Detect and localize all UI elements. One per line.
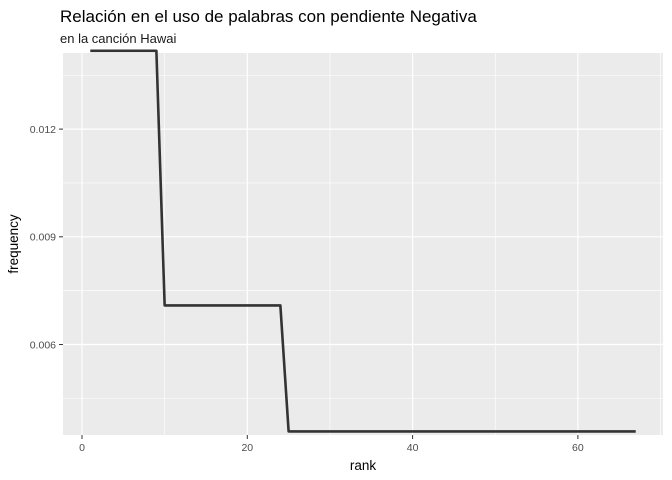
series-line [90, 49, 636, 433]
x-axis: 0 20 40 60 [79, 435, 584, 454]
y-axis: 0.006 0.009 0.012 [30, 124, 63, 351]
series-layer [90, 49, 636, 433]
x-tick-label: 20 [241, 442, 253, 454]
x-tick-label: 60 [572, 442, 584, 454]
y-tick-label: 0.006 [30, 339, 56, 351]
x-tick-label: 40 [407, 442, 419, 454]
chart-title: Relación en el uso de palabras con pendi… [60, 7, 477, 26]
x-tick-label: 0 [79, 442, 85, 454]
y-tick-label: 0.009 [30, 232, 56, 244]
plot-panel [63, 53, 663, 435]
x-axis-title: rank [350, 458, 377, 473]
y-axis-title: frequency [6, 214, 21, 274]
chart-subtitle: en la canción Hawai [60, 31, 176, 46]
y-tick-label: 0.012 [30, 124, 56, 136]
